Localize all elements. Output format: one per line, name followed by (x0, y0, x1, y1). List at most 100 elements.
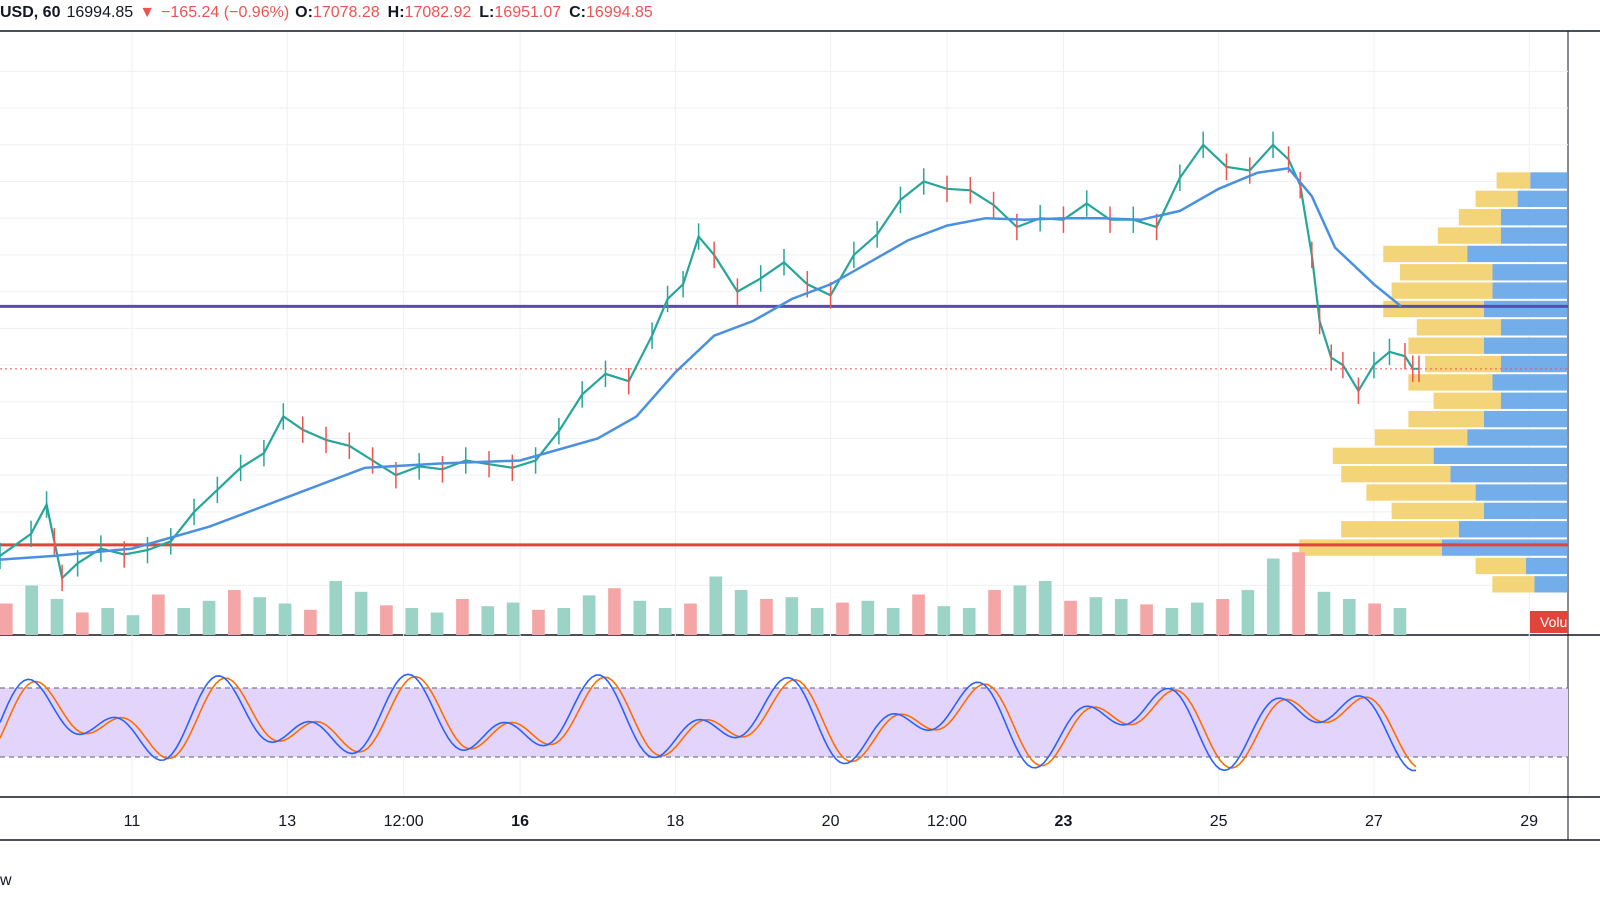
volume-bar (1241, 590, 1255, 635)
volume-bar (76, 612, 89, 635)
volume-bar (0, 603, 13, 635)
volume-profile-up (1391, 282, 1493, 299)
volume-profile-up (1433, 392, 1501, 409)
volume-bar (684, 603, 697, 635)
volume-bar (380, 605, 393, 635)
volume-bar (1114, 599, 1128, 635)
volume-bar (557, 608, 571, 635)
volume-profile-label: Volu (1540, 614, 1567, 630)
volume-profile-up (1408, 374, 1493, 391)
volume-bar (886, 608, 900, 635)
volume-bar (1216, 599, 1229, 635)
volume-bar (1368, 603, 1381, 635)
oscillator-d-line (0, 675, 1417, 769)
volume-profile-up (1366, 484, 1476, 501)
volume-profile-down (1492, 374, 1568, 391)
volume-bar (430, 612, 444, 635)
volume-bar (532, 609, 545, 635)
volume-bar (506, 602, 520, 635)
volume-bar (177, 608, 191, 635)
volume-bar (405, 608, 419, 635)
volume-bar (1013, 585, 1027, 635)
volume-bar (1190, 602, 1204, 635)
volume-bar (1064, 600, 1077, 635)
price-change-arrow-icon: ▼ (139, 4, 156, 21)
time-axis-tick-label: 16 (511, 813, 529, 830)
volume-bar (1292, 552, 1305, 635)
volume-profile-up (1496, 172, 1531, 189)
price-line (0, 143, 1420, 581)
volume-profile-up (1425, 355, 1501, 373)
volume-bar (126, 615, 140, 635)
volume-profile-up (1475, 557, 1526, 575)
time-axis-tick-label: 11 (124, 813, 141, 830)
volume-bar (1089, 597, 1103, 635)
volume-profile-down (1484, 300, 1568, 318)
time-axis-tick-label: 12:00 (384, 813, 424, 830)
time-axis-tick-label: 23 (1055, 813, 1073, 830)
volume-profile-down (1500, 319, 1568, 336)
volume-profile-down (1500, 355, 1568, 373)
low-group: L:16951.07 (479, 4, 561, 22)
volume-bar (50, 599, 64, 635)
volume-profile-up (1299, 539, 1442, 556)
time-axis-tick-label: 25 (1210, 813, 1228, 830)
volume-bar (228, 590, 241, 635)
volume-bar (329, 581, 343, 635)
time-axis-tick-label: 18 (666, 813, 684, 830)
high-group: H:17082.92 (388, 4, 472, 22)
volume-profile-down (1484, 410, 1568, 428)
volume-profile-up (1383, 245, 1468, 263)
volume-bar (202, 600, 216, 635)
volume-bar (1342, 599, 1356, 635)
low-label: L: (479, 4, 495, 21)
price-change: −165.24 (−0.96%) (161, 4, 290, 21)
volume-bar (760, 599, 773, 635)
volume-profile-up (1341, 466, 1451, 483)
volume-profile-up (1437, 227, 1501, 244)
volume-profile-up (1458, 209, 1501, 226)
volume-profile-down (1492, 282, 1568, 299)
volume-profile-down (1517, 190, 1568, 208)
time-axis-tick-label: 13 (278, 813, 296, 830)
oscillator-band-fill (0, 688, 1568, 757)
volume-bar (1393, 608, 1407, 635)
open-group: O:17078.28 (295, 4, 380, 22)
volume-bar (1266, 558, 1280, 635)
volume-profile-down (1500, 209, 1568, 226)
volume-bar (582, 595, 596, 635)
close-group: C:16994.85 (569, 4, 653, 22)
volume-profile-up (1332, 447, 1434, 465)
low-value: 16951.07 (494, 4, 562, 21)
volume-bar (912, 594, 925, 635)
volume-bar (785, 597, 799, 635)
volume-bar (25, 585, 39, 635)
volume-bar (481, 606, 495, 635)
volume-profile-down (1530, 172, 1568, 189)
volume-bar (633, 600, 647, 635)
open-label: O: (295, 4, 313, 21)
volume-profile-down (1458, 521, 1568, 538)
volume-profile-up (1374, 429, 1468, 446)
volume-bar (734, 590, 748, 635)
volume-profile-up (1408, 337, 1484, 354)
watermark-fragment: w (0, 872, 12, 889)
volume-bar (937, 606, 951, 635)
symbol-interval[interactable]: USD, 60 (0, 4, 61, 21)
last-price: 16994.85 (66, 4, 134, 21)
volume-profile-up (1416, 319, 1501, 336)
volume-profile-up (1475, 190, 1518, 208)
open-value: 17078.28 (312, 4, 380, 21)
oscillator-k-line (0, 673, 1416, 772)
high-label: H: (387, 4, 405, 21)
volume-bar (1165, 608, 1179, 635)
volume-profile-up (1400, 264, 1493, 281)
volume-bar (152, 594, 165, 635)
volume-profile-up (1341, 521, 1459, 538)
volume-profile-down (1534, 576, 1568, 593)
volume-bar (354, 591, 368, 635)
volume-bar (988, 590, 1001, 635)
symbol-header: USD, 60 16994.85 ▼ −165.24 (−0.96%) O:17… (0, 0, 1600, 26)
time-axis-tick-label: 12:00 (927, 813, 967, 830)
